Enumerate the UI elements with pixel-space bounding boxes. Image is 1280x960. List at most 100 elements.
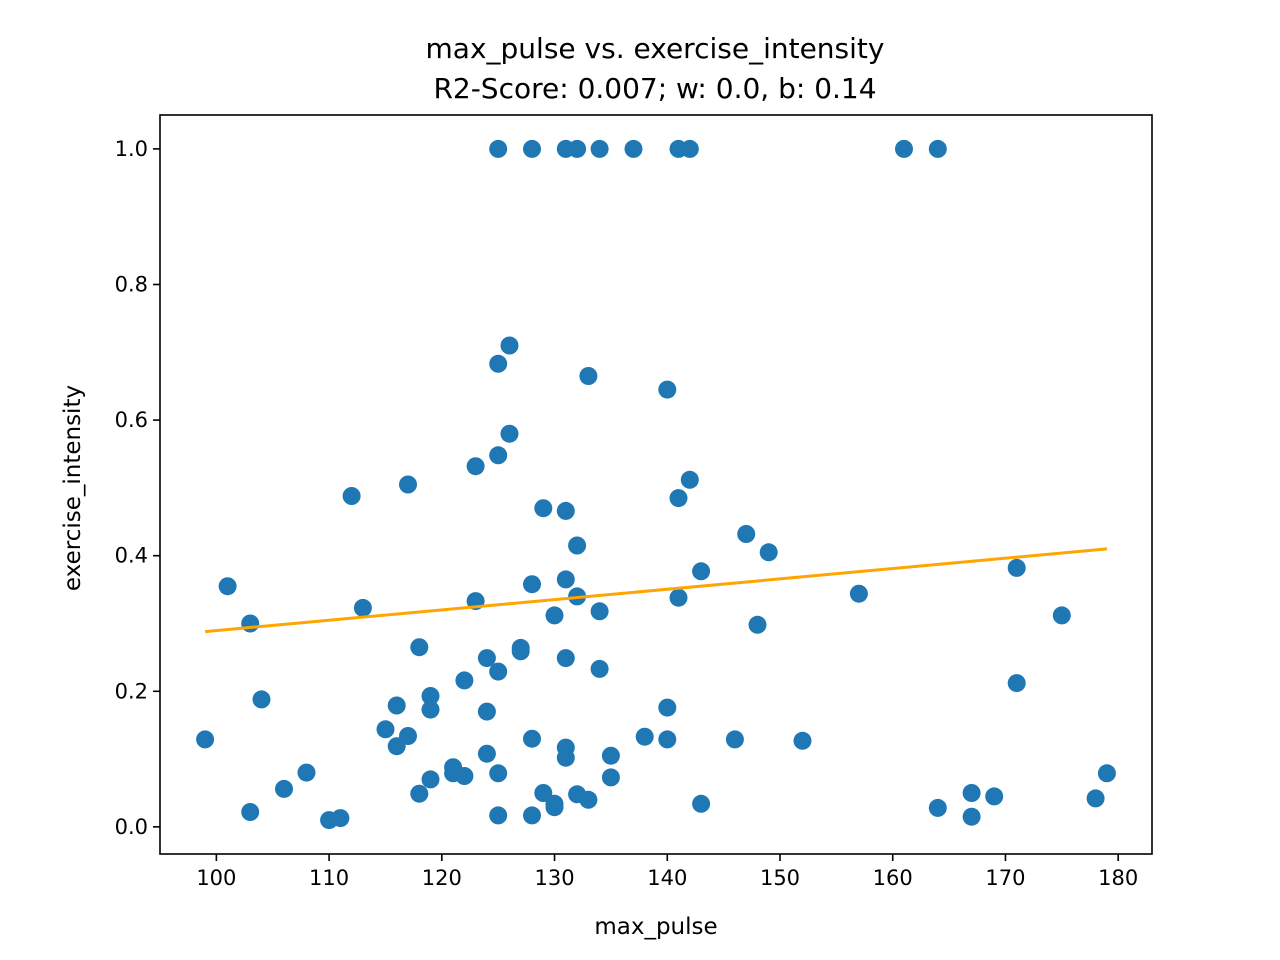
x-tick-label: 130 [534,866,574,890]
x-tick-label: 180 [1098,866,1138,890]
data-point [680,470,699,489]
data-point [534,784,553,802]
data-point [669,489,688,508]
y-tick-label: 0.6 [115,408,148,432]
data-point [658,730,677,749]
data-point [421,770,440,789]
data-point [275,779,293,798]
data-point [399,475,417,494]
data-point [928,139,947,158]
data-point [928,798,947,817]
data-point [849,584,868,603]
data-point [590,139,609,158]
x-tick-label: 160 [873,866,913,890]
y-tick-label: 0.2 [115,679,148,703]
data-point [793,731,812,750]
data-point [421,700,440,719]
y-tick-label: 0.4 [115,544,148,568]
data-point [737,525,756,543]
data-point [523,806,541,825]
x-axis-ticks: 100 110 120 130 140 150 160 170 180 [196,854,1138,890]
data-point [1007,674,1026,693]
data-point [692,794,711,813]
fit-line [204,547,1108,634]
data-point [500,336,519,355]
data-point [601,768,620,787]
data-point [523,139,541,158]
data-point [410,784,429,803]
x-tick-label: 110 [309,866,349,890]
data-point [196,730,215,749]
data-point [556,501,575,520]
data-point [545,798,564,817]
data-point [511,642,530,661]
data-points [196,139,1116,830]
data-point [680,139,699,158]
x-tick-label: 120 [422,866,462,890]
data-point [477,649,496,668]
data-point [387,696,406,715]
data-point [489,806,508,825]
data-point [624,139,643,158]
data-point [500,424,519,443]
data-point [962,807,981,826]
y-tick-label: 0.0 [115,815,148,839]
data-point [376,720,395,739]
chart-subtitle: R2-Score: 0.007; w: 0.0, b: 0.14 [433,72,876,105]
data-point [387,737,406,756]
plot-frame [159,114,1153,855]
data-point [556,748,575,767]
data-point [635,727,654,746]
data-point [218,577,237,596]
y-axis-ticks: 0.0 0.2 0.4 0.6 0.8 1.0 [115,137,160,839]
data-point [1007,558,1026,577]
data-point [962,784,981,802]
data-point [534,499,553,518]
data-point [342,487,361,505]
data-point [477,744,496,763]
y-tick-label: 1.0 [115,137,148,161]
data-point [556,570,575,589]
data-point [895,139,913,158]
data-point [489,139,508,158]
data-point [523,729,541,748]
data-point [1052,606,1071,625]
x-tick-label: 140 [647,866,687,890]
data-point [579,367,598,385]
data-point [477,702,496,721]
data-point [489,662,508,681]
data-point [421,687,440,705]
y-axis-label: exercise_intensity [60,385,86,591]
data-point [466,457,485,476]
data-point [241,614,260,633]
data-point [759,543,778,562]
data-point [590,602,609,621]
data-point [523,575,541,594]
x-tick-label: 150 [760,866,800,890]
data-point [725,730,744,749]
data-point [568,139,587,158]
data-point [252,690,271,709]
data-point [556,649,575,668]
data-point [320,811,339,830]
data-point [545,606,564,625]
data-point [692,562,711,581]
data-point [489,764,508,783]
data-point [601,746,620,765]
data-point [568,536,587,555]
chart-title: max_pulse vs. exercise_intensity [426,32,885,65]
data-point [579,790,598,809]
data-point [1097,764,1116,783]
data-point [590,659,609,678]
data-point [455,767,474,785]
data-point [489,446,508,465]
data-point [658,380,677,399]
data-point [489,354,508,373]
x-axis-label: max_pulse [594,914,717,940]
x-tick-label: 170 [985,866,1025,890]
data-point [410,638,429,657]
data-point [241,803,260,821]
data-point [297,763,316,782]
data-point [455,671,474,690]
y-tick-label: 0.8 [115,272,148,296]
